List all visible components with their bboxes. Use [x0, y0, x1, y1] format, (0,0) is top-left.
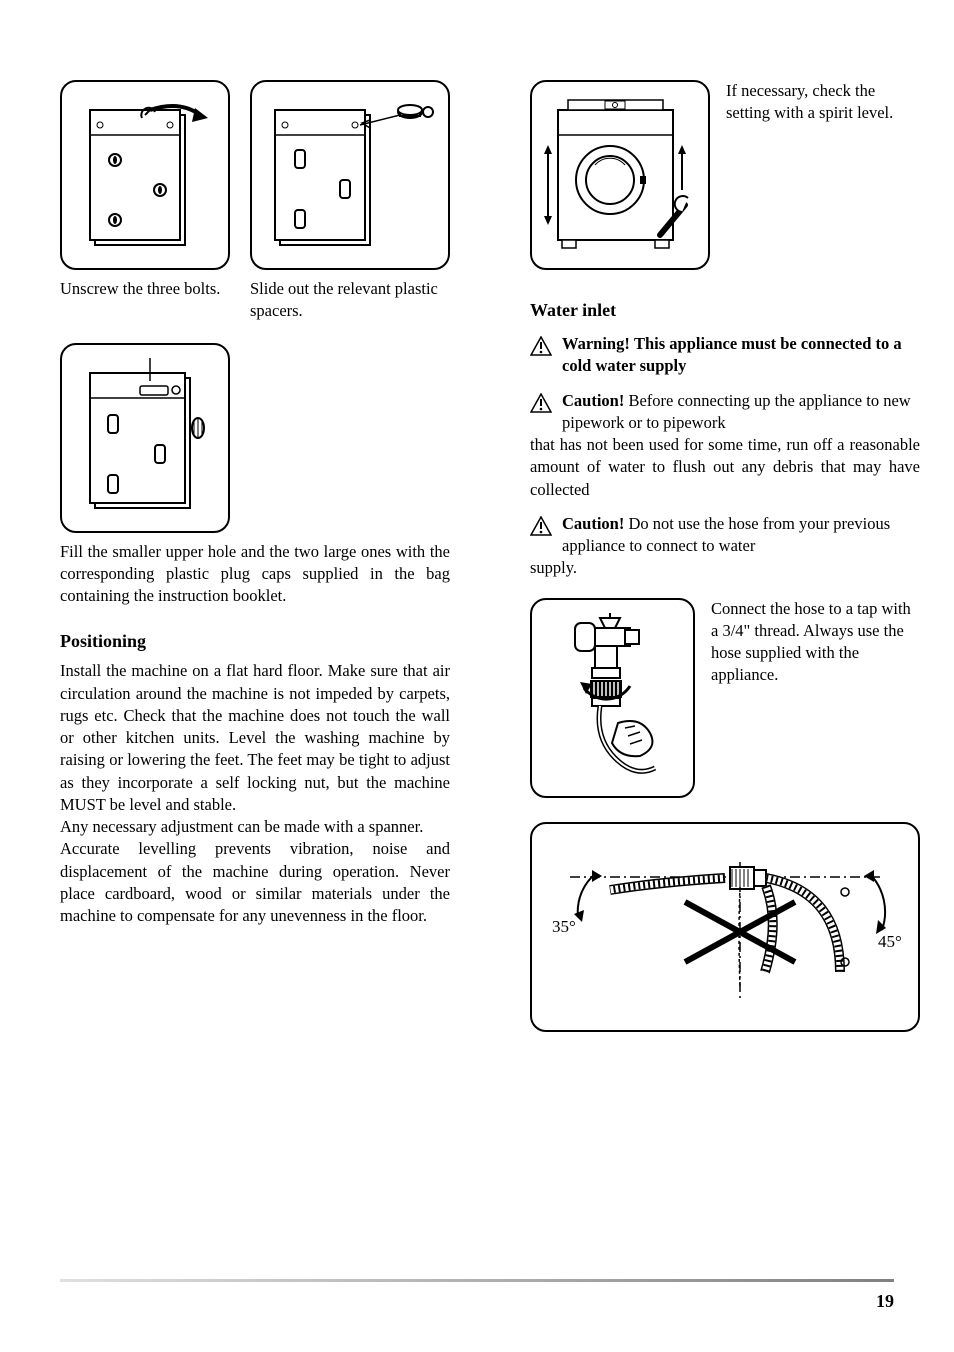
tap-hose-text: Connect the hose to a tap with a 3/4" th… [711, 598, 920, 687]
washer-bolts-icon [70, 90, 220, 260]
washer-caps-icon [70, 353, 220, 523]
caution-1-notice: Caution! Before connecting up the applia… [530, 390, 920, 435]
angle-right-label: 45° [878, 932, 902, 951]
caption-spacers: Slide out the relevant plastic spacers. [250, 278, 450, 323]
tap-hose-icon [540, 608, 685, 788]
caption-plug-caps: Fill the smaller upper hole and the two … [60, 541, 450, 608]
spirit-level-text: If necessary, check the setting with a s… [726, 80, 920, 125]
right-column: If necessary, check the setting with a s… [530, 80, 920, 1302]
positioning-para-3: Accurate levelling prevents vibration, n… [60, 838, 450, 927]
figure-row-top: Unscrew the three bolts. [60, 80, 450, 323]
illustration-washer-bolts [60, 80, 230, 270]
page-content: Unscrew the three bolts. [60, 80, 894, 1302]
illustration-washer-caps [60, 343, 230, 533]
positioning-para-2: Any necessary adjustment can be made wit… [60, 816, 450, 838]
illustration-spirit-level [530, 80, 710, 270]
figure-unscrew-bolts: Unscrew the three bolts. [60, 80, 230, 323]
caution-2-text: Caution! Do not use the hose from your p… [562, 513, 920, 558]
footer-rule [60, 1279, 894, 1282]
heading-water-inlet: Water inlet [530, 300, 920, 321]
tap-hose-row: Connect the hose to a tap with a 3/4" th… [530, 598, 920, 798]
washer-spacers-icon [260, 90, 440, 260]
caution-2-cont: supply. [530, 557, 920, 579]
spirit-level-row: If necessary, check the setting with a s… [530, 80, 920, 270]
caution-1-text: Caution! Before connecting up the applia… [562, 390, 920, 435]
illustration-hose-angles: 35° 45° [530, 822, 920, 1032]
warning-label: Warning! [562, 334, 630, 353]
warning-notice: Warning! This appliance must be connecte… [530, 333, 920, 378]
caution-icon [530, 516, 552, 536]
caution-1-label: Caution! [562, 391, 624, 410]
figure-plug-caps [60, 343, 230, 533]
positioning-para-1: Install the machine on a flat hard floor… [60, 660, 450, 816]
warning-text: Warning! This appliance must be connecte… [562, 333, 920, 378]
warning-icon [530, 336, 552, 356]
left-column: Unscrew the three bolts. [60, 80, 450, 1302]
caution-2-notice: Caution! Do not use the hose from your p… [530, 513, 920, 558]
caution-icon [530, 393, 552, 413]
angle-left-label: 35° [552, 917, 576, 936]
caution-2-label: Caution! [562, 514, 624, 533]
spirit-level-icon [540, 90, 700, 260]
hose-angles-icon: 35° 45° [540, 832, 910, 1022]
page-number: 19 [876, 1291, 894, 1312]
illustration-tap-hose [530, 598, 695, 798]
heading-positioning: Positioning [60, 631, 450, 652]
caution-1-cont: that has not been used for some time, ru… [530, 434, 920, 501]
caption-unscrew: Unscrew the three bolts. [60, 278, 230, 300]
figure-slide-spacers: Slide out the relevant plastic spacers. [250, 80, 450, 323]
illustration-washer-spacers [250, 80, 450, 270]
